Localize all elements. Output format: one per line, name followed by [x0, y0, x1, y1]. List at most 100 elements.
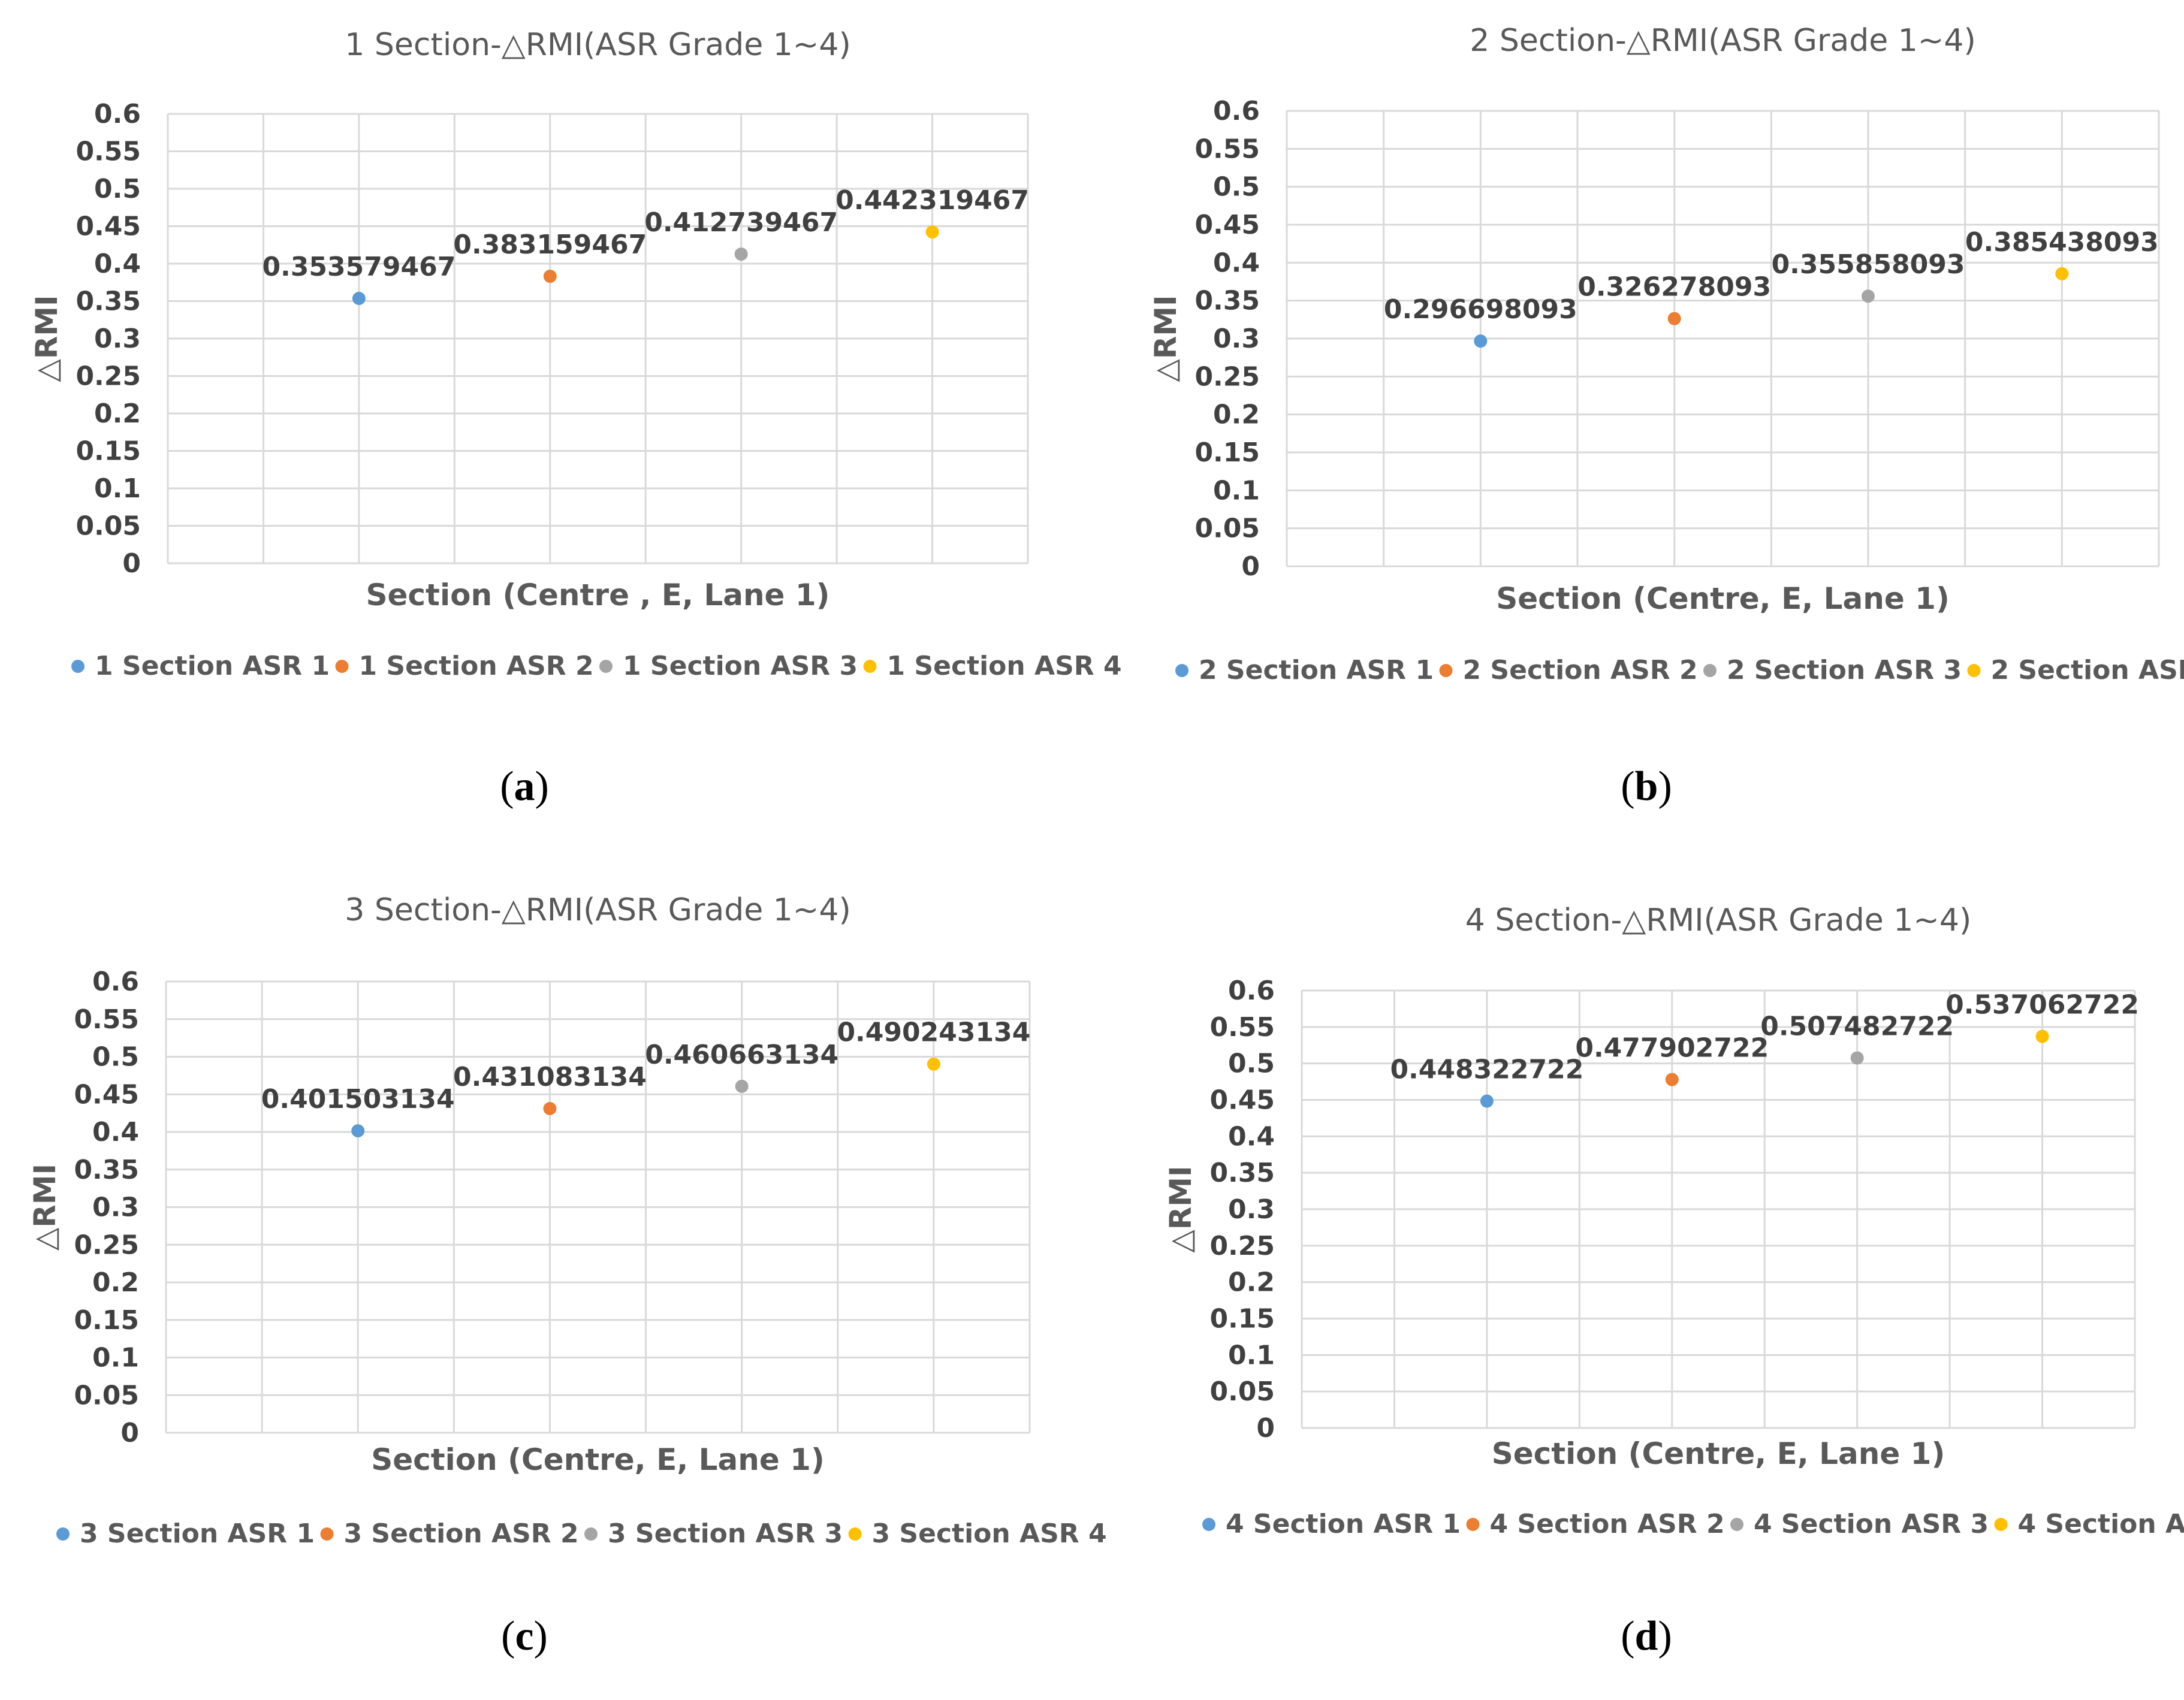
data-point-c-asr1[interactable]: [351, 1124, 365, 1138]
data-point-c-asr3[interactable]: [735, 1079, 749, 1093]
y-tick-label-c: 0.35: [74, 1155, 139, 1185]
data-label-a-asr3: 0.412739467: [644, 207, 838, 238]
chart-svg-b: 2 Section-△RMI(ASR Grade 1~4) 0 0.05 0.1 0.1…: [1148, 23, 2184, 810]
legend-entry-d-asr3[interactable]: 4 Section ASR 3: [1754, 1509, 1989, 1539]
x-axis-label-c: Section (Centre, E, Lane 1): [371, 1442, 825, 1477]
y-tick-label-b: 0.1: [1213, 475, 1260, 506]
panel-sublabel-c: (c): [501, 1613, 548, 1659]
y-tick-label-a: 0.6: [94, 99, 141, 129]
legend-marker-a-asr3: [599, 660, 613, 673]
legend-entry-b-asr4[interactable]: 2 Section ASR 4: [1991, 655, 2184, 686]
legend-marker-b-asr2: [1439, 664, 1453, 677]
y-tick-label-a: 0.55: [76, 137, 141, 167]
legend-entry-c-asr4[interactable]: 3 Section ASR 4: [872, 1518, 1107, 1549]
data-label-b-asr2: 0.326278093: [1577, 272, 1771, 303]
data-label-a-asr1: 0.353579467: [262, 252, 455, 282]
y-tick-label-b: 0.05: [1194, 514, 1260, 544]
y-tick-label-d: 0.2: [1228, 1267, 1275, 1298]
y-tick-label-a: 0: [122, 548, 141, 579]
data-label-b-asr3: 0.355858093: [1772, 249, 1965, 280]
data-point-d-asr1[interactable]: [1480, 1094, 1494, 1108]
data-point-a-asr2[interactable]: [543, 270, 557, 283]
legend-marker-c-asr3: [584, 1527, 598, 1541]
chart-title-b: 2 Section-△RMI(ASR Grade 1~4): [1470, 23, 1976, 59]
y-tick-label-a: 0.5: [94, 174, 141, 204]
data-point-b-asr4[interactable]: [2055, 267, 2069, 280]
y-tick-label-d: 0.25: [1209, 1231, 1275, 1261]
legend-marker-a-asr4: [863, 660, 877, 673]
y-axis-label-c: △RMI: [28, 1164, 62, 1251]
y-tick-label-c: 0.5: [92, 1042, 139, 1073]
chart-svg-d: 4 Section-△RMI(ASR Grade 1~4) 0 0.05 0.1 0.1…: [1163, 902, 2184, 1659]
legend-entry-c-asr2[interactable]: 3 Section ASR 2: [344, 1518, 579, 1549]
y-tick-label-a: 0.4: [94, 249, 141, 279]
chart-panel-b: 2 Section-△RMI(ASR Grade 1~4) 0 0.05 0.1 0.1…: [1092, 0, 2184, 850]
legend-entry-b-asr3[interactable]: 2 Section ASR 3: [1727, 655, 1962, 686]
legend-entry-d-asr1[interactable]: 4 Section ASR 1: [1226, 1509, 1461, 1539]
y-tick-label-d: 0.55: [1209, 1012, 1275, 1043]
legend-entry-a-asr1[interactable]: 1 Section ASR 1: [95, 651, 330, 681]
data-point-b-asr3[interactable]: [1862, 289, 1875, 303]
y-tick-label-d: 0.4: [1228, 1121, 1275, 1152]
data-point-c-asr2[interactable]: [543, 1101, 557, 1115]
data-point-d-asr4[interactable]: [2035, 1029, 2049, 1043]
legend-marker-d-asr1: [1202, 1518, 1215, 1531]
legend-marker-d-asr4: [1994, 1518, 2008, 1531]
data-point-a-asr1[interactable]: [352, 292, 366, 306]
legend-marker-c-asr2: [320, 1527, 334, 1541]
y-tick-label-b: 0.2: [1213, 400, 1260, 430]
chart-panel-d: 4 Section-△RMI(ASR Grade 1~4) 0 0.05 0.1 0.1…: [1092, 850, 2184, 1699]
y-tick-label-b: 0.55: [1194, 134, 1260, 164]
data-label-c-asr1: 0.401503134: [261, 1084, 455, 1115]
legend-entry-a-asr4[interactable]: 1 Section ASR 4: [887, 651, 1122, 681]
legend-entry-a-asr3[interactable]: 1 Section ASR 3: [623, 651, 858, 681]
legend-entry-b-asr2[interactable]: 2 Section ASR 2: [1463, 655, 1698, 686]
data-label-d-asr3: 0.507482722: [1760, 1011, 1954, 1042]
legend-marker-b-asr4: [1967, 664, 1981, 677]
data-label-d-asr2: 0.477902722: [1575, 1033, 1769, 1064]
y-tick-label-d: 0.3: [1228, 1194, 1275, 1225]
y-tick-label-d: 0.6: [1228, 976, 1275, 1006]
legend-marker-c-asr1: [56, 1527, 70, 1541]
y-tick-label-a: 0.15: [76, 436, 141, 467]
y-tick-label-c: 0.05: [74, 1380, 139, 1411]
y-tick-label-b: 0.4: [1213, 247, 1260, 278]
y-axis-label-d: △RMI: [1163, 1165, 1198, 1252]
data-point-b-asr1[interactable]: [1474, 334, 1488, 348]
y-tick-label-a: 0.05: [76, 511, 141, 542]
chart-title-c: 3 Section-△RMI(ASR Grade 1~4): [345, 892, 851, 928]
data-point-d-asr3[interactable]: [1850, 1051, 1864, 1065]
x-axis-label-a: Section (Centre , E, Lane 1): [366, 578, 830, 612]
data-point-a-asr4[interactable]: [925, 225, 939, 239]
y-tick-label-c: 0: [120, 1418, 139, 1448]
chart-panel-a: 1 Section-△RMI(ASR Grade 1~4) 0 0.05 0.1 0.1…: [0, 0, 1122, 850]
legend-entry-c-asr1[interactable]: 3 Section ASR 1: [80, 1518, 315, 1549]
y-tick-label-a: 0.35: [76, 286, 141, 317]
legend-entry-a-asr2[interactable]: 1 Section ASR 2: [359, 651, 594, 681]
data-point-a-asr3[interactable]: [734, 247, 748, 261]
legend-marker-c-asr4: [848, 1527, 862, 1541]
legend-entry-c-asr3[interactable]: 3 Section ASR 3: [608, 1518, 843, 1549]
y-tick-label-a: 0.25: [76, 361, 141, 392]
y-tick-label-d: 0: [1256, 1413, 1275, 1444]
data-point-b-asr2[interactable]: [1667, 312, 1681, 325]
x-axis-label-b: Section (Centre, E, Lane 1): [1496, 581, 1950, 616]
legend-entry-b-asr1[interactable]: 2 Section ASR 1: [1199, 655, 1434, 686]
y-tick-label-c: 0.4: [92, 1117, 139, 1148]
y-tick-label-a: 0.2: [94, 398, 141, 429]
y-tick-label-c: 0.55: [74, 1004, 139, 1035]
legend-marker-d-asr3: [1730, 1518, 1743, 1531]
x-axis-label-d: Section (Centre, E, Lane 1): [1492, 1436, 1945, 1471]
legend-marker-a-asr2: [335, 660, 349, 673]
data-point-c-asr4[interactable]: [927, 1057, 940, 1071]
y-tick-label-d: 0.05: [1209, 1376, 1275, 1407]
data-label-b-asr1: 0.296698093: [1384, 294, 1577, 325]
legend-entry-d-asr4[interactable]: 4 Section ASR 4: [2018, 1509, 2184, 1539]
y-axis-label-b: △RMI: [1148, 295, 1183, 382]
data-point-d-asr2[interactable]: [1665, 1073, 1679, 1086]
legend-marker-b-asr3: [1703, 664, 1717, 677]
y-tick-label-c: 0.45: [74, 1079, 139, 1110]
y-tick-label-c: 0.2: [92, 1267, 139, 1298]
y-tick-label-c: 0.3: [92, 1192, 139, 1223]
legend-entry-d-asr2[interactable]: 4 Section ASR 2: [1490, 1509, 1725, 1539]
